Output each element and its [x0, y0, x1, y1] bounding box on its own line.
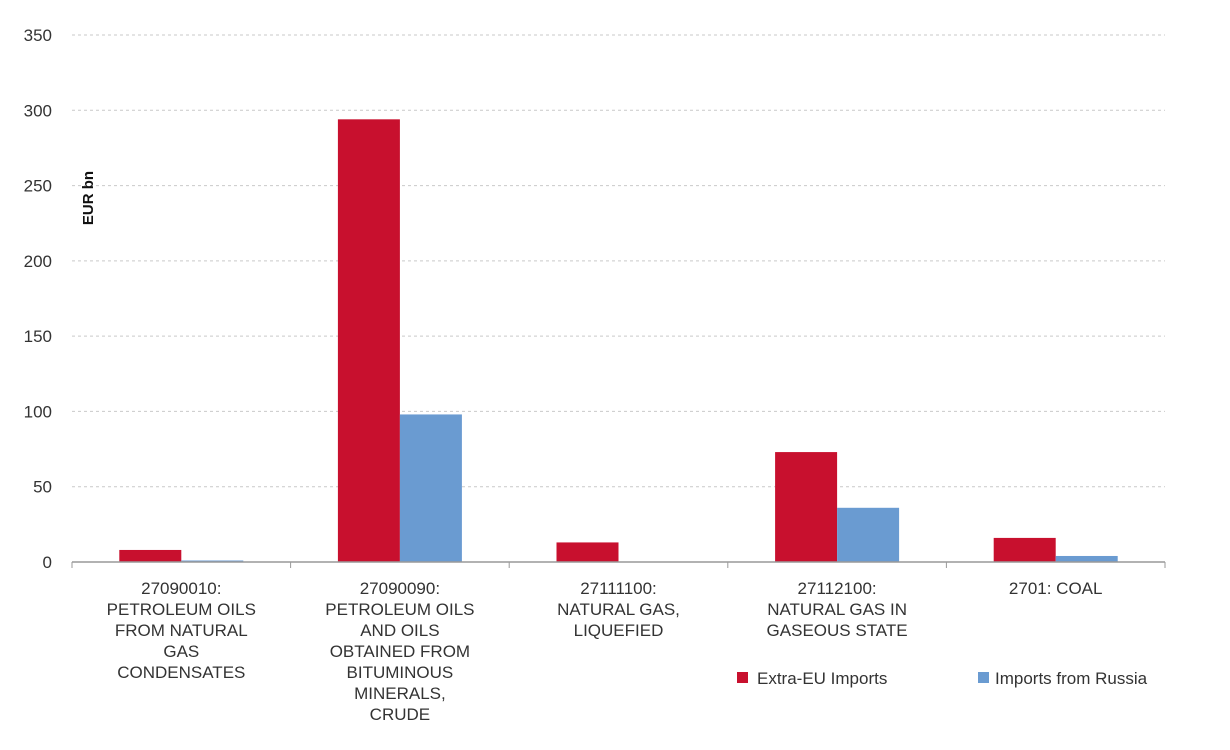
y-tick-label: 100 — [24, 402, 52, 421]
x-category-label: 2701: COAL — [1009, 579, 1103, 598]
y-tick-label: 50 — [33, 478, 52, 497]
x-category-label: 27112100: NATURAL GAS IN GASEOUS STATE — [767, 579, 908, 640]
bar-extra-eu-2 — [556, 542, 619, 562]
legend: Extra-EU Imports Imports from Russia — [737, 669, 1148, 688]
y-tick-label: 200 — [24, 252, 52, 271]
y-axis-label: EUR bn — [80, 171, 97, 225]
y-tick-label: 0 — [43, 553, 52, 572]
y-tick-label: 300 — [24, 101, 52, 120]
bar-extra-eu-3 — [775, 452, 838, 562]
gridlines — [72, 34, 1165, 488]
y-axis: 0 50 100 150 200 250 300 350 — [24, 26, 52, 572]
y-tick-label: 150 — [24, 327, 52, 346]
legend-swatch — [978, 672, 989, 683]
bar-russia-1 — [399, 414, 462, 562]
y-tick-label: 350 — [24, 26, 52, 45]
bar-extra-eu-1 — [337, 119, 400, 562]
bar-extra-eu-0 — [119, 549, 182, 562]
y-tick-label: 250 — [24, 177, 52, 196]
x-category-label: 27111100: NATURAL GAS, LIQUEFIED — [557, 579, 680, 640]
bar-extra-eu-4 — [993, 537, 1056, 562]
bar-russia-3 — [837, 507, 900, 562]
x-category-label: 27090090: PETROLEUM OILS AND OILS OBTAINED … — [325, 579, 474, 724]
legend-swatch — [737, 672, 748, 683]
bar-russia-4 — [1055, 555, 1118, 562]
x-category-label: 27090010: PETROLEUM OILS FROM NATURAL GAS CO… — [107, 579, 256, 682]
x-axis-categories: 27090010: PETROLEUM OILS FROM NATURAL GAS CO… — [107, 579, 1103, 724]
legend-label: Extra-EU Imports — [757, 669, 887, 688]
legend-label: Imports from Russia — [995, 669, 1148, 688]
bars — [71, 119, 1166, 568]
bar-russia-0 — [181, 560, 244, 562]
